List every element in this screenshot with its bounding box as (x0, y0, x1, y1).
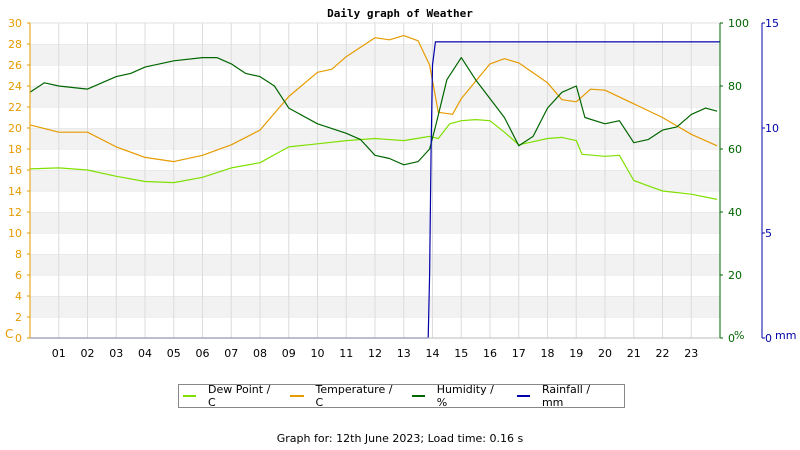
left-tick-label: 2 (15, 311, 22, 324)
x-tick-label: 22 (656, 347, 670, 360)
right1-tick-label: 40 (728, 206, 742, 219)
left-tick-label: 20 (8, 122, 22, 135)
footer-text: Graph for: 12th June 2023; Load time: 0.… (276, 432, 524, 445)
x-tick-label: 04 (138, 347, 152, 360)
legend-swatch-dew-point (183, 395, 197, 397)
left-axis-unit: C (5, 327, 13, 341)
legend-item-humidity: Humidity / % (411, 383, 503, 409)
x-tick-label: 14 (426, 347, 440, 360)
x-tick-label: 05 (167, 347, 181, 360)
legend-swatch-rainfall (516, 395, 530, 397)
series-line-rainfall (30, 41, 720, 339)
left-tick-label: 18 (8, 143, 22, 156)
x-tick-label: 16 (483, 347, 497, 360)
x-tick-label: 01 (52, 347, 66, 360)
legend-label-humidity: Humidity / % (436, 383, 494, 409)
left-tick-label: 22 (8, 101, 22, 114)
x-tick-label: 03 (109, 347, 123, 360)
legend-label-dew-point: Dew Point / C (208, 383, 271, 409)
series-lines (29, 34, 720, 339)
x-tick-label: 12 (368, 347, 382, 360)
x-tick-label: 19 (569, 347, 583, 360)
series-line-dew-point (29, 118, 718, 200)
axes: 01 02 03 04 05 06 07 08 09 10 11 12 13 14 15 16 17 18 19 20… (8, 17, 779, 360)
right1-tick-label: 100 (728, 17, 749, 30)
left-tick-label: 24 (8, 80, 22, 93)
legend-item-dew-point: Dew Point / C (183, 383, 276, 409)
left-tick-label: 26 (8, 59, 22, 72)
x-tick-label: 06 (196, 347, 210, 360)
series-line-temperature (29, 34, 718, 163)
right2-axis-unit: mm (775, 329, 796, 342)
right1-tick-label: 0 (728, 332, 735, 345)
x-tick-label: 09 (282, 347, 296, 360)
legend-label-rainfall: Rainfall / mm (541, 383, 591, 409)
left-tick-label: 14 (8, 185, 22, 198)
legend-swatch-humidity (411, 395, 425, 397)
left-tick-label: 6 (15, 269, 22, 282)
x-tick-label: 15 (454, 347, 468, 360)
legend-item-temperature: Temperature / C (290, 383, 397, 409)
x-tick-label: 17 (512, 347, 526, 360)
right1-tick-label: 20 (728, 269, 742, 282)
x-tick-label: 20 (598, 347, 612, 360)
vertical-grid (58, 23, 692, 338)
x-tick-label: 07 (224, 347, 238, 360)
x-tick-label: 08 (253, 347, 267, 360)
right2-tick-label: 10 (765, 122, 779, 135)
left-tick-label: 30 (8, 17, 22, 30)
legend-item-rainfall: Rainfall / mm (516, 383, 610, 409)
chart-title: Daily graph of Weather (327, 7, 473, 20)
right1-axis-unit: % (734, 329, 744, 342)
legend: Dew Point / C Temperature / C Humidity /… (178, 383, 625, 409)
x-tick-label: 11 (339, 347, 353, 360)
left-tick-label: 10 (8, 227, 22, 240)
series-line-humidity (29, 56, 718, 166)
right2-tick-label: 0 (765, 332, 772, 345)
left-tick-label: 12 (8, 206, 22, 219)
left-tick-label: 8 (15, 248, 22, 261)
right1-tick-label: 60 (728, 143, 742, 156)
left-tick-label: 16 (8, 164, 22, 177)
left-tick-label: 28 (8, 38, 22, 51)
x-tick-label: 18 (541, 347, 555, 360)
x-tick-label: 23 (684, 347, 698, 360)
x-tick-label: 02 (81, 347, 95, 360)
x-tick-label: 13 (397, 347, 411, 360)
legend-label-temperature: Temperature / C (315, 383, 393, 409)
x-tick-label: 10 (311, 347, 325, 360)
right2-tick-label: 15 (765, 17, 779, 30)
left-tick-label: 0 (15, 332, 22, 345)
left-tick-label: 4 (15, 290, 22, 303)
right2-tick-label: 5 (765, 227, 772, 240)
x-tick-label: 21 (627, 347, 641, 360)
right1-tick-label: 80 (728, 80, 742, 93)
legend-swatch-temperature (290, 395, 304, 397)
